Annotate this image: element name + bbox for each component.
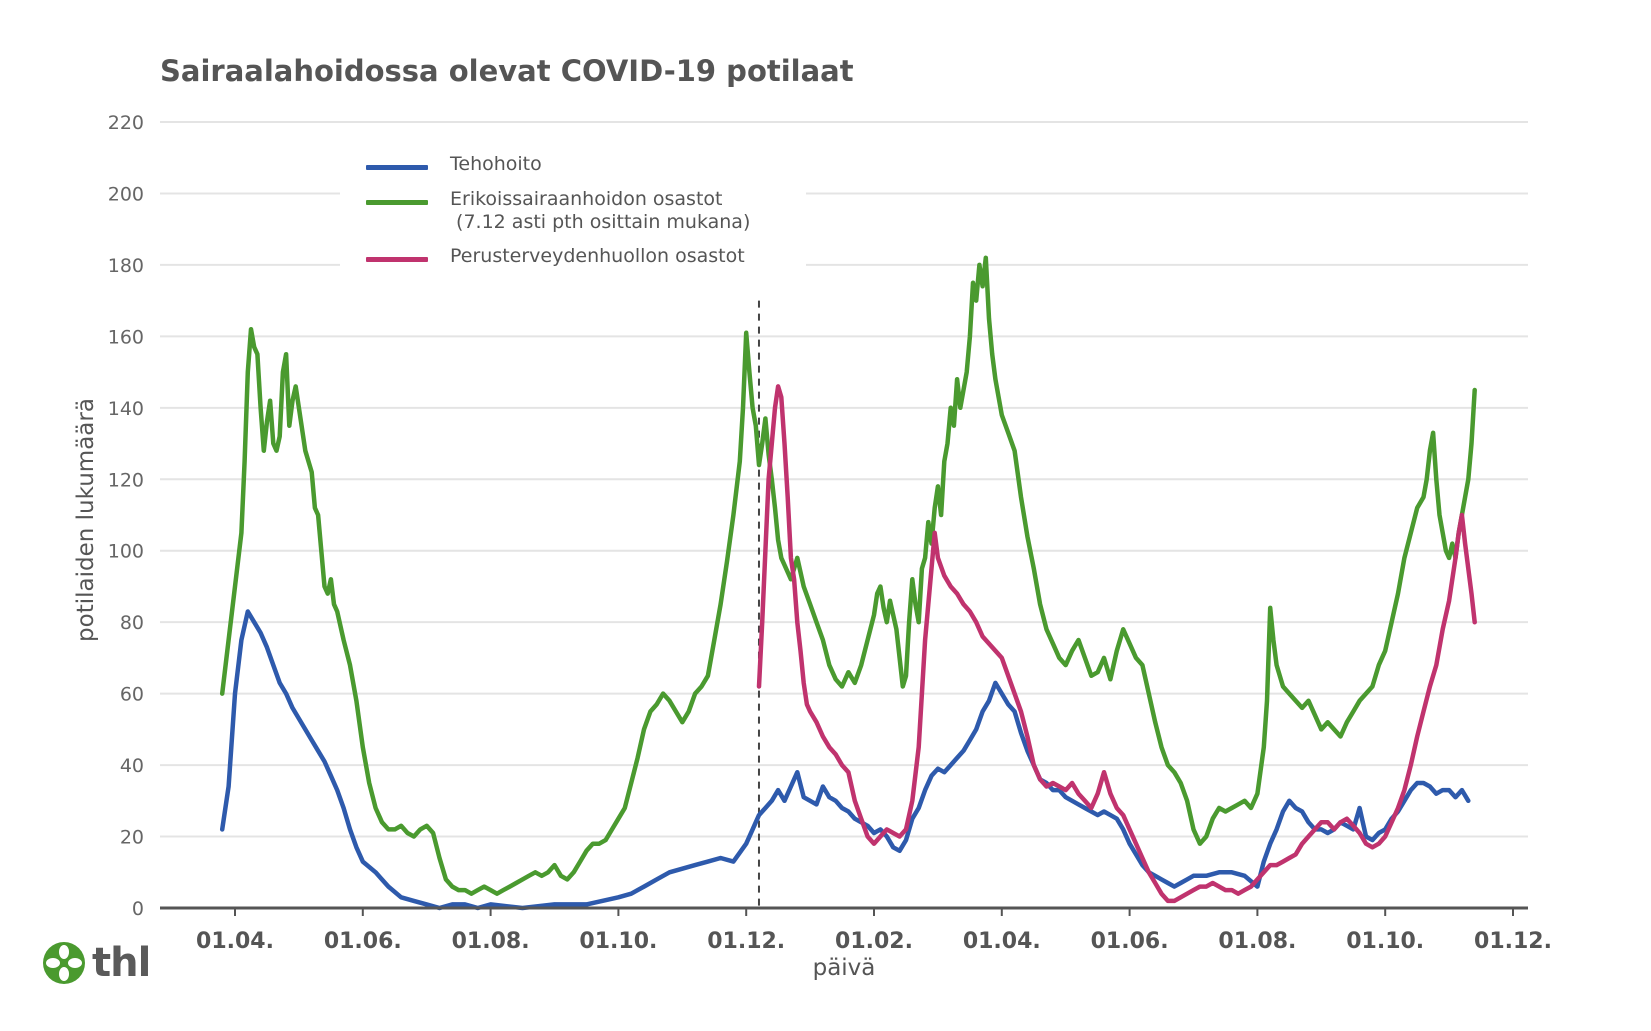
legend: Tehohoito Erikoissairaanhoidon osastot (… bbox=[340, 145, 806, 295]
x-tick-label: 01.04. bbox=[963, 929, 1041, 954]
y-tick-label: 20 bbox=[120, 827, 144, 849]
x-tick-label: 01.06. bbox=[324, 929, 402, 954]
thl-logo: thl bbox=[42, 940, 151, 986]
logo-text: thl bbox=[92, 940, 151, 986]
y-tick-label: 180 bbox=[108, 255, 144, 277]
x-tick-label: 01.08. bbox=[1218, 929, 1296, 954]
legend-item-tehohoito: Tehohoito bbox=[366, 153, 542, 176]
legend-label-perusterveydenhuolto: Perusterveydenhuollon osastot bbox=[450, 245, 745, 267]
chart-title: Sairaalahoidossa olevat COVID-19 potilaa… bbox=[160, 54, 854, 88]
legend-label-tehohoito: Tehohoito bbox=[450, 153, 542, 175]
y-tick-label: 0 bbox=[132, 898, 144, 920]
x-tick-label: 01.10. bbox=[579, 929, 657, 954]
x-axis-label: päivä bbox=[812, 955, 876, 981]
x-tick-label: 01.06. bbox=[1091, 929, 1169, 954]
x-tick-labels: 01.04. 01.06. 01.08. 01.10. 01.12. 01.02. 01.0… bbox=[196, 908, 1552, 954]
x-tick-label: 01.02. bbox=[835, 929, 913, 954]
y-tick-label: 40 bbox=[120, 755, 144, 777]
x-tick-label: 01.12. bbox=[1474, 929, 1552, 954]
y-tick-label: 60 bbox=[120, 684, 144, 706]
legend-swatch-erikoissairaanhoito bbox=[366, 200, 428, 205]
legend-item-perusterveydenhuolto: Perusterveydenhuollon osastot bbox=[366, 245, 745, 268]
series-perusterveydenhuolto bbox=[756, 384, 1477, 904]
series-erikoissairaanhoito bbox=[219, 255, 1477, 896]
y-tick-label: 100 bbox=[108, 541, 144, 563]
series-tehohoito bbox=[219, 609, 1471, 911]
x-tick-label: 01.12. bbox=[707, 929, 785, 954]
x-tick-label: 01.04. bbox=[196, 929, 274, 954]
series-layer bbox=[219, 255, 1477, 911]
legend-swatch-perusterveydenhuolto bbox=[366, 257, 428, 262]
y-tick-label: 220 bbox=[108, 112, 144, 134]
legend-label-erikoissairaanhoito: Erikoissairaanhoidon osastot (7.12 asti … bbox=[450, 188, 751, 233]
legend-swatch-tehohoito bbox=[366, 165, 428, 170]
legend-item-erikoissairaanhoito: Erikoissairaanhoidon osastot (7.12 asti … bbox=[366, 188, 750, 234]
y-tick-label: 80 bbox=[120, 612, 144, 634]
y-tick-label: 140 bbox=[108, 398, 144, 420]
y-tick-labels: 0 20 40 60 80 100 120 140 160 180 200 220 bbox=[108, 112, 144, 920]
x-tick-label: 01.08. bbox=[452, 929, 530, 954]
y-axis-label: potilaiden lukumäärä bbox=[73, 398, 99, 642]
y-tick-label: 120 bbox=[108, 469, 144, 491]
y-tick-label: 200 bbox=[108, 183, 144, 205]
y-tick-label: 160 bbox=[108, 326, 144, 348]
x-tick-label: 01.10. bbox=[1346, 929, 1424, 954]
flower-icon bbox=[43, 942, 85, 984]
